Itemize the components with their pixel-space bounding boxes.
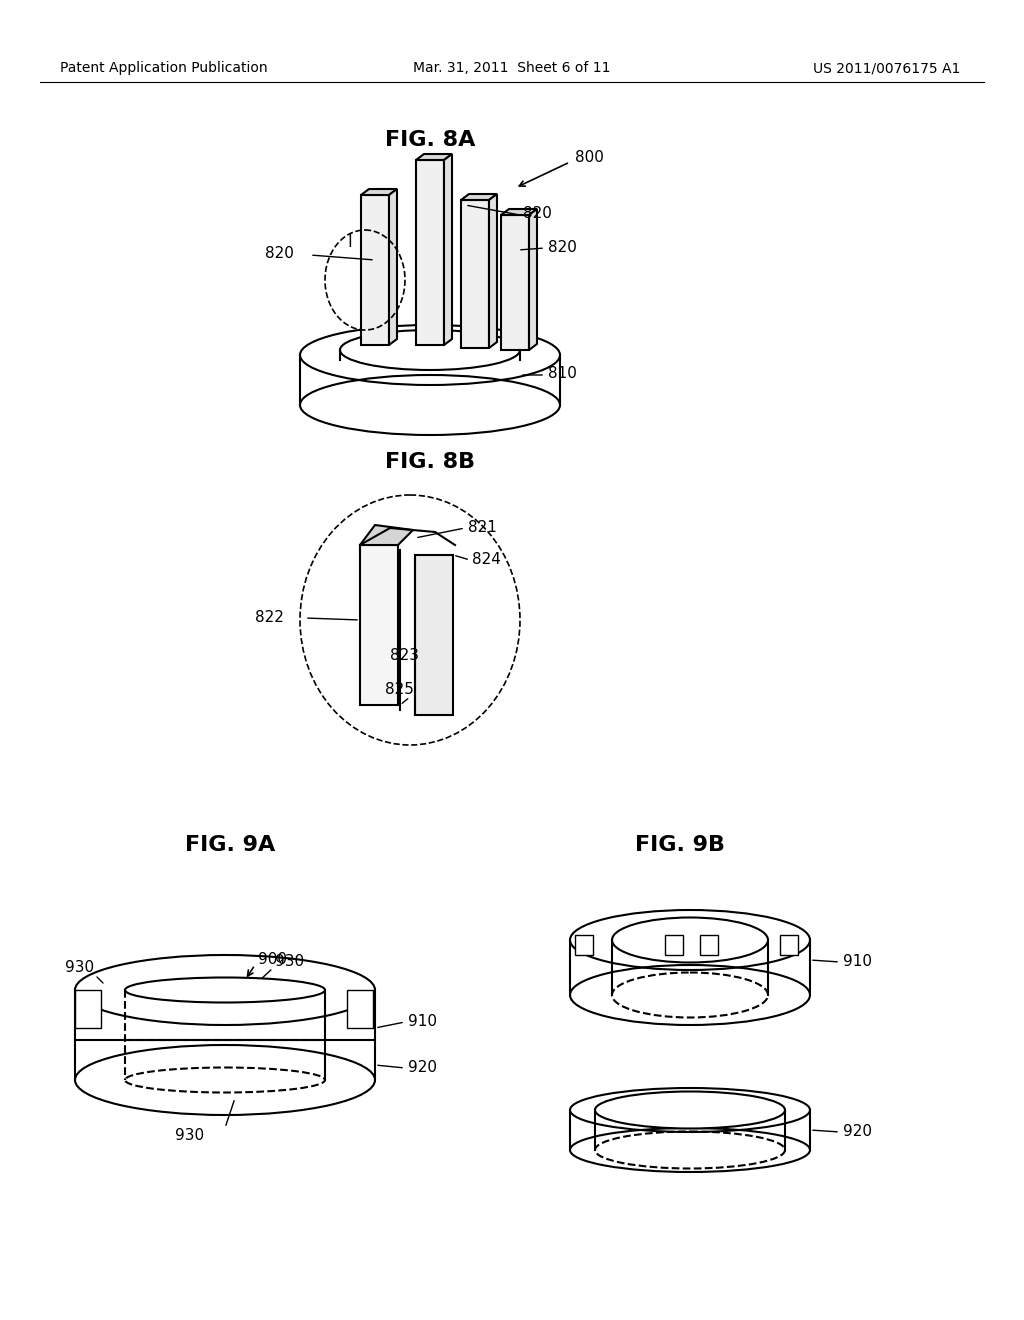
Text: 920: 920 <box>408 1060 437 1074</box>
Text: 910: 910 <box>408 1014 437 1028</box>
Text: 821: 821 <box>468 520 497 535</box>
Text: 810: 810 <box>548 367 577 381</box>
FancyBboxPatch shape <box>361 195 389 345</box>
Polygon shape <box>529 209 537 350</box>
Polygon shape <box>501 209 537 215</box>
Polygon shape <box>461 194 497 201</box>
Text: FIG. 9B: FIG. 9B <box>635 836 725 855</box>
Text: Mar. 31, 2011  Sheet 6 of 11: Mar. 31, 2011 Sheet 6 of 11 <box>414 61 610 75</box>
FancyBboxPatch shape <box>780 935 798 954</box>
Text: 800: 800 <box>575 150 604 165</box>
Text: 920: 920 <box>843 1123 872 1138</box>
Text: l: l <box>347 234 351 251</box>
Text: 900: 900 <box>258 953 287 968</box>
Ellipse shape <box>595 1092 785 1129</box>
Polygon shape <box>361 189 397 195</box>
Polygon shape <box>416 154 452 160</box>
FancyBboxPatch shape <box>347 990 373 1028</box>
Text: 910: 910 <box>843 953 872 969</box>
FancyBboxPatch shape <box>461 201 489 348</box>
FancyBboxPatch shape <box>75 990 101 1028</box>
Text: 825: 825 <box>385 682 414 697</box>
Text: 820: 820 <box>265 246 294 260</box>
Text: 823: 823 <box>390 648 419 663</box>
FancyBboxPatch shape <box>415 554 453 715</box>
FancyBboxPatch shape <box>416 160 444 345</box>
Text: 820: 820 <box>548 239 577 255</box>
Text: 824: 824 <box>472 552 501 566</box>
Text: FIG. 8A: FIG. 8A <box>385 129 475 150</box>
Text: 930: 930 <box>275 954 304 969</box>
FancyBboxPatch shape <box>575 935 593 954</box>
Text: FIG. 9A: FIG. 9A <box>185 836 275 855</box>
Text: 822: 822 <box>255 610 284 624</box>
Polygon shape <box>389 189 397 345</box>
Text: Patent Application Publication: Patent Application Publication <box>60 61 267 75</box>
FancyBboxPatch shape <box>700 935 718 954</box>
Text: 930: 930 <box>175 1127 204 1143</box>
FancyBboxPatch shape <box>501 215 529 350</box>
Text: 930: 930 <box>65 961 94 975</box>
Text: US 2011/0076175 A1: US 2011/0076175 A1 <box>813 61 961 75</box>
Polygon shape <box>360 525 413 545</box>
Text: 820: 820 <box>523 206 552 220</box>
Ellipse shape <box>612 917 768 962</box>
FancyBboxPatch shape <box>360 545 398 705</box>
FancyBboxPatch shape <box>665 935 683 954</box>
Text: FIG. 8B: FIG. 8B <box>385 451 475 473</box>
Polygon shape <box>444 154 452 345</box>
Polygon shape <box>489 194 497 348</box>
